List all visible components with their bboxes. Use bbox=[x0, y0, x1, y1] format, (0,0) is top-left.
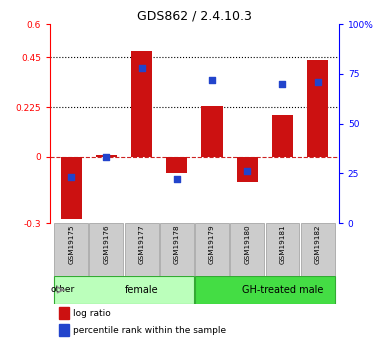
Title: GDS862 / 2.4.10.3: GDS862 / 2.4.10.3 bbox=[137, 10, 252, 23]
Text: GSM19177: GSM19177 bbox=[139, 225, 145, 264]
Point bbox=[103, 155, 109, 160]
Bar bbox=[201, 106, 223, 157]
Point bbox=[174, 177, 180, 182]
Text: log ratio: log ratio bbox=[73, 309, 111, 318]
Point bbox=[139, 65, 145, 71]
Bar bbox=[272, 115, 293, 157]
Bar bbox=[166, 157, 187, 173]
Point bbox=[280, 81, 286, 87]
Bar bbox=[59, 324, 69, 336]
Text: GH-treated male: GH-treated male bbox=[242, 285, 323, 295]
Text: GSM19180: GSM19180 bbox=[244, 225, 250, 264]
Text: GSM19182: GSM19182 bbox=[315, 225, 321, 264]
Bar bbox=[59, 307, 69, 319]
Bar bbox=[307, 60, 328, 157]
Text: GSM19175: GSM19175 bbox=[68, 225, 74, 264]
Point bbox=[68, 175, 74, 180]
Text: female: female bbox=[125, 285, 158, 295]
Bar bbox=[195, 276, 335, 304]
Text: other: other bbox=[51, 285, 75, 294]
Bar bbox=[301, 223, 335, 276]
Bar bbox=[195, 223, 229, 276]
Text: GSM19181: GSM19181 bbox=[280, 225, 285, 264]
Bar bbox=[237, 157, 258, 182]
Bar bbox=[131, 51, 152, 157]
Bar bbox=[89, 223, 123, 276]
Text: percentile rank within the sample: percentile rank within the sample bbox=[73, 326, 226, 335]
Bar bbox=[125, 223, 159, 276]
Bar bbox=[230, 223, 264, 276]
Point bbox=[315, 79, 321, 85]
Text: GSM19178: GSM19178 bbox=[174, 225, 180, 264]
Text: GSM19176: GSM19176 bbox=[104, 225, 109, 264]
Point bbox=[209, 77, 215, 82]
Bar bbox=[96, 155, 117, 157]
Bar bbox=[60, 157, 82, 219]
Text: GSM19179: GSM19179 bbox=[209, 225, 215, 264]
Bar bbox=[54, 276, 194, 304]
Bar bbox=[160, 223, 194, 276]
Point bbox=[244, 169, 250, 174]
Bar bbox=[266, 223, 300, 276]
Bar bbox=[54, 223, 88, 276]
